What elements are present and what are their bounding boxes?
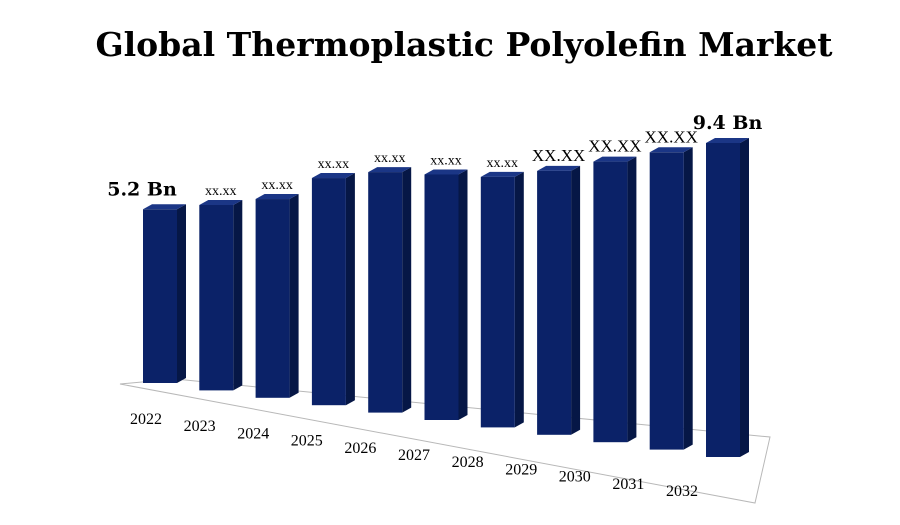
bar-top bbox=[368, 167, 412, 173]
bar-top bbox=[311, 173, 355, 179]
bar-side bbox=[740, 138, 749, 457]
x-axis-ticks: 2022 2023 2024 2025 2026 2027 2028 2029 2030 2031… bbox=[130, 411, 698, 500]
bar-front bbox=[537, 170, 572, 435]
bar-front bbox=[255, 199, 290, 398]
bar-2027 bbox=[424, 169, 468, 420]
x-tick-label: 2025 bbox=[291, 433, 323, 450]
data-label: 5.2 Bn bbox=[107, 178, 177, 200]
x-tick-label: 2024 bbox=[237, 425, 269, 442]
bar-top bbox=[706, 138, 749, 143]
bar-front bbox=[368, 172, 403, 413]
bar-2028 bbox=[480, 171, 524, 428]
bar-side bbox=[233, 200, 243, 391]
bar-2023 bbox=[199, 200, 243, 391]
bar-side bbox=[458, 169, 468, 420]
x-tick-label: 2023 bbox=[184, 418, 216, 435]
bar-side bbox=[514, 171, 524, 428]
bars bbox=[143, 138, 749, 457]
bar-top bbox=[199, 200, 243, 206]
x-tick-label: 2027 bbox=[398, 447, 430, 464]
bar-top bbox=[649, 147, 693, 153]
x-tick-label: 2026 bbox=[344, 440, 376, 457]
data-label: XX.XX bbox=[645, 127, 698, 146]
bar-2022 bbox=[143, 204, 186, 383]
bar-2032 bbox=[706, 138, 749, 457]
bar-2026 bbox=[368, 167, 412, 413]
x-tick-label: 2030 bbox=[559, 469, 591, 486]
data-label: xx.xx bbox=[374, 151, 406, 166]
bar-front bbox=[706, 143, 740, 457]
data-labels: 5.2 Bn xx.xx xx.xx xx.xx xx.xx xx.xx xx.xx XX.X… bbox=[107, 112, 762, 200]
bar-2031 bbox=[649, 147, 693, 450]
bar-front bbox=[593, 161, 628, 443]
bar-front bbox=[649, 152, 684, 450]
bar-2030 bbox=[593, 156, 637, 443]
bar-top bbox=[255, 194, 299, 200]
x-tick-label: 2022 bbox=[130, 411, 162, 428]
bar-front bbox=[311, 178, 346, 406]
bar-side bbox=[627, 156, 637, 443]
bar-side bbox=[571, 165, 581, 435]
bar-side bbox=[402, 167, 412, 413]
x-tick-label: 2028 bbox=[452, 454, 484, 471]
bar-side bbox=[177, 204, 186, 383]
bar-front bbox=[480, 176, 515, 428]
bar-2029 bbox=[537, 165, 581, 435]
bar-front bbox=[143, 209, 177, 383]
data-label: xx.xx bbox=[487, 156, 519, 171]
bar-2024 bbox=[255, 194, 299, 398]
bar-side bbox=[345, 173, 355, 406]
bar-top bbox=[143, 204, 186, 210]
data-label: XX.XX bbox=[532, 146, 585, 165]
data-label: 9.4 Bn bbox=[693, 112, 763, 134]
bar-side bbox=[683, 147, 693, 450]
x-tick-label: 2032 bbox=[666, 483, 698, 500]
chart-title: Global Thermoplastic Polyolefin Market bbox=[95, 25, 833, 64]
bar-2025 bbox=[311, 173, 355, 406]
bar-front bbox=[199, 205, 234, 391]
bar-top bbox=[480, 171, 524, 177]
x-tick-label: 2029 bbox=[505, 461, 537, 478]
x-tick-label: 2031 bbox=[612, 476, 644, 493]
bar-top bbox=[593, 156, 637, 162]
bar-front bbox=[424, 174, 459, 420]
data-label: xx.xx bbox=[318, 157, 350, 172]
data-label: xx.xx bbox=[261, 178, 293, 193]
bar-side bbox=[289, 194, 299, 398]
data-label: xx.xx bbox=[430, 153, 462, 168]
bar-top bbox=[424, 169, 468, 175]
bar-top bbox=[537, 165, 581, 171]
data-label: xx.xx bbox=[205, 184, 237, 199]
data-label: XX.XX bbox=[588, 137, 641, 156]
